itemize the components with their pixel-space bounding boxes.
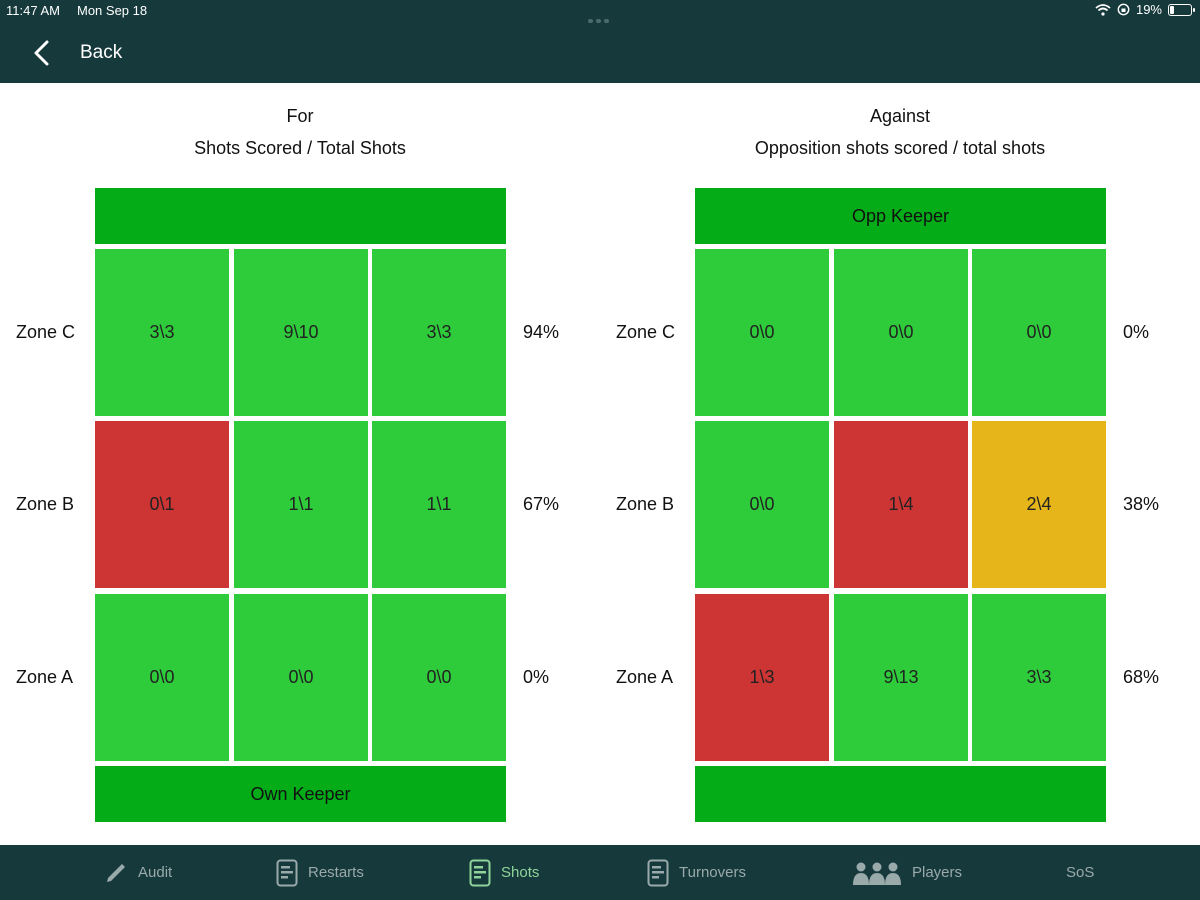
against-zone-c-label: Zone C bbox=[616, 322, 676, 342]
back-label: Back bbox=[80, 42, 123, 63]
tab-turnovers[interactable]: Turnovers bbox=[647, 845, 746, 900]
for-zone-a-cell-2[interactable]: 0\0 bbox=[234, 594, 368, 761]
tab-turnovers-label: Turnovers bbox=[679, 864, 746, 881]
against-zone-c-cell-1[interactable]: 0\0 bbox=[695, 249, 829, 416]
against-zone-b-cell-1[interactable]: 0\0 bbox=[695, 421, 829, 588]
against-zone-a-cell-2[interactable]: 9\13 bbox=[834, 594, 968, 761]
orientation-lock-icon bbox=[1117, 3, 1130, 16]
chevron-left-icon bbox=[34, 40, 49, 66]
for-zone-c-cell-1[interactable]: 3\3 bbox=[95, 249, 229, 416]
for-zone-c-cell-2[interactable]: 9\10 bbox=[234, 249, 368, 416]
against-heading-title: Against bbox=[869, 106, 931, 126]
for-zone-a-cell-3[interactable]: 0\0 bbox=[372, 594, 506, 761]
battery-percent: 19% bbox=[1135, 2, 1162, 17]
tab-sos[interactable]: SoS bbox=[1066, 845, 1094, 900]
for-zone-b-label: Zone B bbox=[16, 494, 75, 514]
against-zone-c-cell-3[interactable]: 0\0 bbox=[972, 249, 1106, 416]
against-zone-b-pct: 38% bbox=[1123, 494, 1160, 514]
for-zone-b-pct: 67% bbox=[523, 494, 560, 514]
status-time: 11:47 AM bbox=[6, 3, 60, 18]
against-zone-c-cell-2[interactable]: 0\0 bbox=[834, 249, 968, 416]
for-zone-a-label: Zone A bbox=[16, 667, 74, 687]
back-button[interactable]: Back bbox=[30, 38, 122, 68]
against-heading-subtitle: Opposition shots scored / total shots bbox=[754, 138, 1046, 158]
opp-keeper-bar: Opp Keeper bbox=[695, 188, 1106, 244]
for-zone-c-label: Zone C bbox=[16, 322, 76, 342]
own-keeper-bar: Own Keeper bbox=[95, 766, 506, 822]
against-zone-a-cell-1[interactable]: 1\3 bbox=[695, 594, 829, 761]
against-zone-a-pct: 68% bbox=[1123, 667, 1160, 687]
for-panel-heading: For Shots Scored / Total Shots bbox=[0, 100, 600, 164]
list-icon bbox=[469, 859, 491, 886]
battery-icon bbox=[1168, 3, 1195, 16]
for-zone-c-pct: 94% bbox=[523, 322, 560, 342]
for-top-bar bbox=[95, 188, 506, 244]
status-right: 19% bbox=[1095, 2, 1195, 17]
list-icon bbox=[276, 859, 298, 886]
against-zone-c-pct: 0% bbox=[1123, 322, 1150, 342]
status-date: Mon Sep 18 bbox=[77, 3, 148, 18]
tab-shots-label: Shots bbox=[501, 864, 540, 881]
tab-bar: Audit Restarts Shots Turnovers bbox=[0, 845, 1200, 900]
top-bar: 11:47 AM Mon Sep 18 19% Back bbox=[0, 0, 1200, 83]
against-zone-a-cell-3[interactable]: 3\3 bbox=[972, 594, 1106, 761]
tab-players-label: Players bbox=[912, 864, 963, 881]
for-zone-c-cell-3[interactable]: 3\3 bbox=[372, 249, 506, 416]
for-zone-a-pct: 0% bbox=[523, 667, 550, 687]
tab-audit-label: Audit bbox=[138, 864, 173, 881]
for-zone-b-cell-1[interactable]: 0\1 bbox=[95, 421, 229, 588]
for-heading-subtitle: Shots Scored / Total Shots bbox=[194, 138, 406, 158]
pencil-icon bbox=[107, 863, 125, 882]
for-heading-title: For bbox=[286, 106, 314, 126]
people-icon bbox=[853, 862, 901, 885]
for-zone-b-cell-3[interactable]: 1\1 bbox=[372, 421, 506, 588]
against-zone-b-label: Zone B bbox=[616, 494, 675, 514]
against-zone-b-cell-3[interactable]: 2\4 bbox=[972, 421, 1106, 588]
tab-audit[interactable]: Audit bbox=[104, 845, 172, 900]
for-zone-a-cell-1[interactable]: 0\0 bbox=[95, 594, 229, 761]
tab-restarts-label: Restarts bbox=[308, 864, 364, 881]
against-panel-heading: Against Opposition shots scored / total … bbox=[600, 100, 1200, 164]
tab-shots[interactable]: Shots bbox=[469, 845, 539, 900]
list-icon bbox=[647, 859, 669, 886]
against-zone-b-cell-2[interactable]: 1\4 bbox=[834, 421, 968, 588]
against-bottom-bar bbox=[695, 766, 1106, 822]
tab-players[interactable]: Players bbox=[852, 845, 962, 900]
wifi-icon bbox=[1095, 3, 1111, 16]
multitask-dots-icon[interactable] bbox=[588, 10, 614, 23]
tab-restarts[interactable]: Restarts bbox=[276, 845, 364, 900]
against-zone-a-label: Zone A bbox=[616, 667, 674, 687]
tab-sos-label: SoS bbox=[1066, 864, 1095, 881]
for-zone-b-cell-2[interactable]: 1\1 bbox=[234, 421, 368, 588]
